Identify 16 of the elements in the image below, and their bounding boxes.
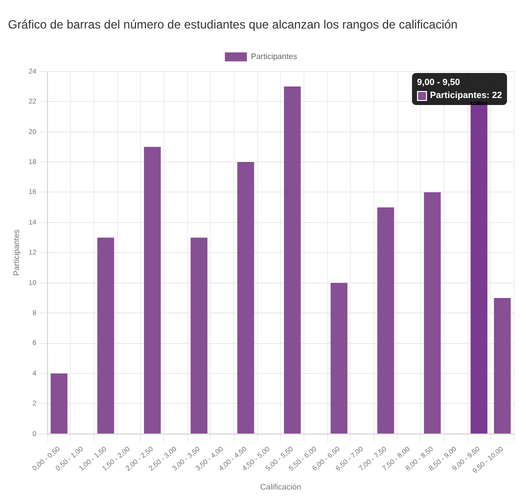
bar xyxy=(377,207,394,434)
bar xyxy=(97,238,114,434)
bar xyxy=(494,298,511,434)
chart-title: Gráfico de barras del número de estudiantes que alcanzan los rangos de calificación xyxy=(8,18,458,32)
bar xyxy=(144,146,161,434)
legend-label: Participantes xyxy=(250,52,298,62)
annotation: Participantes: 22 xyxy=(430,89,502,102)
bar xyxy=(330,282,348,434)
annotation: 9,00 - 9,50 xyxy=(417,76,460,90)
bar xyxy=(237,162,254,434)
bar xyxy=(424,192,441,434)
x-axis-title: Calificación xyxy=(260,482,302,492)
bar xyxy=(284,86,301,434)
bar xyxy=(50,374,68,434)
y-axis-title: Participantes xyxy=(12,230,22,276)
bar xyxy=(190,238,208,434)
